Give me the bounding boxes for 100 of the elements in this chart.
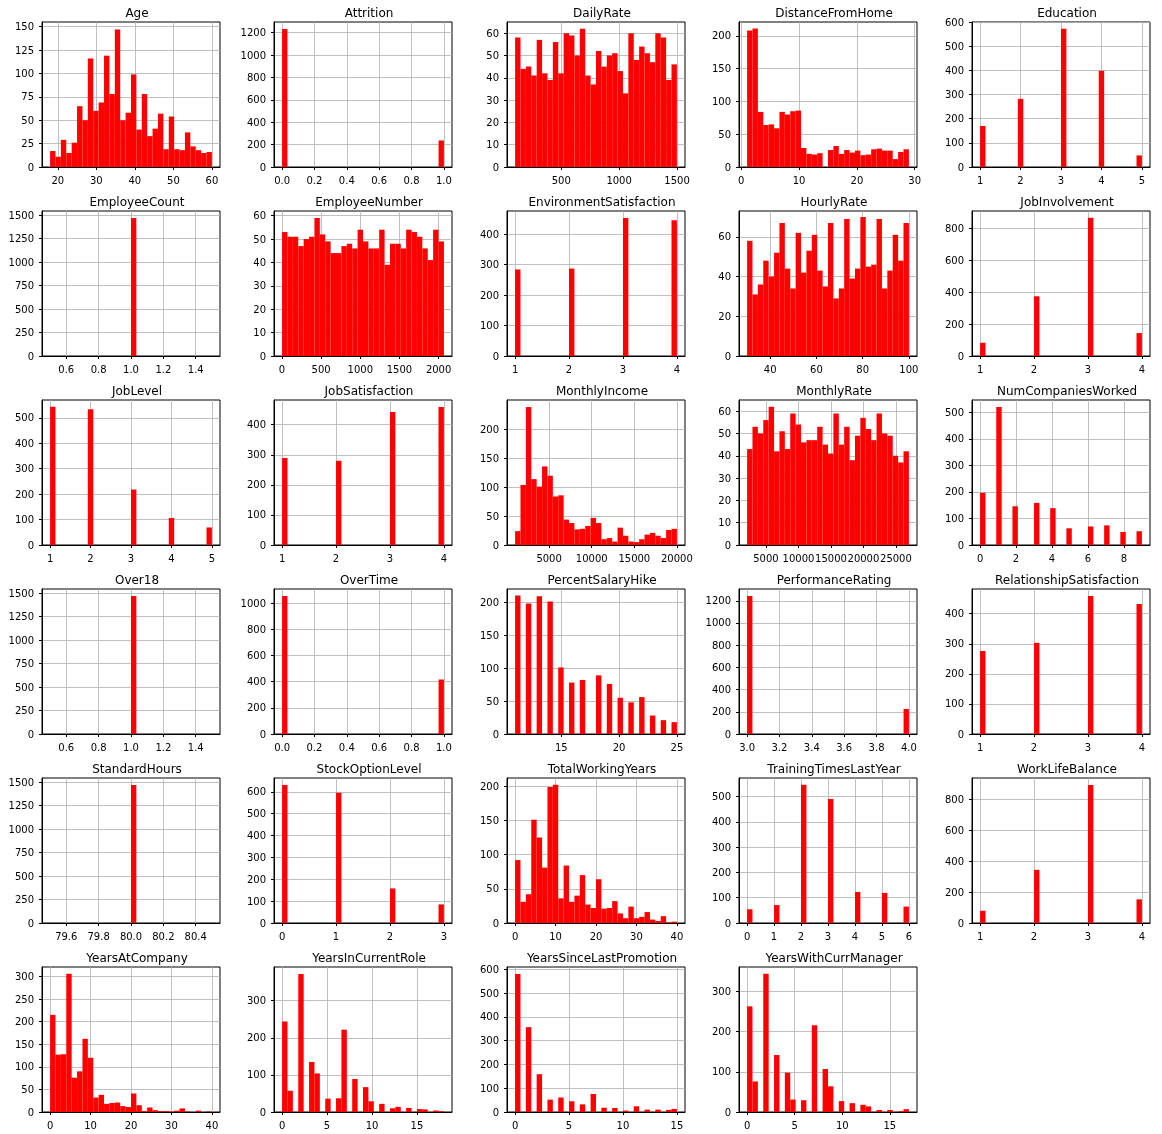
y-tick-label: 300 xyxy=(247,995,267,1007)
y-tick-label: 400 xyxy=(712,684,732,696)
y-tick-label: 100 xyxy=(944,137,964,149)
y-tick-label: 0 xyxy=(957,350,964,362)
x-tick-label: 3.8 xyxy=(868,741,885,753)
y-tick-label: 600 xyxy=(944,255,964,266)
y-tick-label: 0 xyxy=(260,161,267,173)
x-tick-label: 25 xyxy=(670,741,684,753)
y-tick-label: 75 xyxy=(21,91,34,103)
y-tick-label: 500 xyxy=(479,987,499,999)
x-tick-label: 2 xyxy=(1012,552,1019,564)
chart-title: DailyRate xyxy=(572,6,631,20)
chart-title: StockOptionLevel xyxy=(316,762,422,776)
y-tick-label: 0 xyxy=(260,917,267,929)
y-tick-label: 300 xyxy=(479,259,499,271)
y-tick-label: 100 xyxy=(944,698,964,710)
y-tick-label: 150 xyxy=(479,452,499,464)
y-tick-label: 100 xyxy=(14,1061,34,1073)
chart-title: MonthlyIncome xyxy=(555,384,648,398)
y-tick-label: 200 xyxy=(247,479,267,491)
x-tick-label: 0.2 xyxy=(306,741,323,753)
y-tick-label: 200 xyxy=(247,139,267,151)
y-tick-label: 300 xyxy=(14,463,34,475)
y-tick-label: 0 xyxy=(957,539,964,551)
chart-title: YearsAtCompany xyxy=(85,951,188,965)
chart-title: MonthlyRate xyxy=(796,384,872,398)
x-tick-label: 0.0 xyxy=(274,741,291,753)
x-tick-label: 0.8 xyxy=(90,363,107,375)
y-tick-label: 125 xyxy=(14,44,34,56)
x-tick-label: 100 xyxy=(899,363,919,375)
y-tick-label: 200 xyxy=(944,486,964,498)
chart-title: Education xyxy=(1036,6,1097,20)
x-tick-label: 30 xyxy=(908,174,922,186)
y-tick-label: 1000 xyxy=(240,49,267,61)
y-tick-label: 0 xyxy=(724,728,732,740)
y-tick-label: 750 xyxy=(14,280,34,292)
x-tick-label: 50 xyxy=(167,174,180,186)
chart-title: JobInvolvement xyxy=(1018,195,1114,209)
y-tick-label: 10 xyxy=(718,517,732,529)
x-tick-label: 0.4 xyxy=(339,174,356,186)
x-tick-label: 10 xyxy=(616,1119,630,1131)
x-tick-label: 500 xyxy=(551,174,571,186)
y-tick-label: 300 xyxy=(247,851,267,863)
x-tick-label: 15 xyxy=(410,1119,424,1131)
x-tick-label: 15000 xyxy=(815,552,848,564)
y-tick-label: 0 xyxy=(724,161,732,173)
y-tick-label: 1200 xyxy=(240,27,267,39)
x-tick-label: 4 xyxy=(1048,552,1055,564)
x-tick-label: 30 xyxy=(165,1119,178,1131)
x-tick-label: 0 xyxy=(976,552,983,564)
y-tick-label: 750 xyxy=(14,847,34,859)
x-tick-label: 5 xyxy=(208,552,216,564)
x-tick-label: 4 xyxy=(1097,174,1105,186)
x-tick-label: 0 xyxy=(279,1119,286,1131)
y-tick-label: 300 xyxy=(14,970,34,982)
x-tick-label: 80.2 xyxy=(152,930,175,942)
chart-title: JobSatisfaction xyxy=(323,384,414,398)
x-tick-label: 1 xyxy=(279,552,286,564)
y-tick-label: 100 xyxy=(479,320,499,332)
x-tick-label: 0.2 xyxy=(306,174,323,186)
y-tick-label: 600 xyxy=(944,16,964,28)
y-tick-label: 500 xyxy=(247,808,267,820)
y-tick-label: 200 xyxy=(479,1058,499,1070)
y-tick-label: 150 xyxy=(479,814,499,826)
y-tick-label: 0 xyxy=(260,728,267,740)
y-tick-label: 1000 xyxy=(240,597,267,609)
x-tick-label: 2 xyxy=(1030,363,1037,375)
y-tick-label: 500 xyxy=(944,406,964,418)
x-tick-label: 1.0 xyxy=(123,741,139,753)
x-tick-label: 2 xyxy=(565,363,572,375)
y-tick-label: 50 xyxy=(718,128,732,140)
y-tick-label: 200 xyxy=(14,488,34,500)
x-tick-label: 15 xyxy=(670,1119,684,1131)
x-tick-label: 2 xyxy=(1030,930,1037,942)
x-tick-label: 10 xyxy=(84,1119,97,1131)
y-tick-label: 40 xyxy=(718,450,732,462)
x-tick-label: 15 xyxy=(554,741,568,753)
y-tick-label: 50 xyxy=(21,114,34,126)
y-tick-label: 40 xyxy=(253,256,267,268)
y-tick-label: 400 xyxy=(944,433,964,445)
x-tick-label: 1 xyxy=(333,930,340,942)
x-tick-label: 1 xyxy=(976,741,983,753)
y-tick-label: 1500 xyxy=(8,776,34,788)
y-tick-label: 1000 xyxy=(8,256,34,268)
x-tick-label: 40 xyxy=(128,174,142,186)
x-tick-label: 4 xyxy=(168,552,175,564)
y-tick-label: 500 xyxy=(14,870,34,882)
chart-title: Age xyxy=(125,6,149,20)
y-tick-label: 300 xyxy=(944,89,964,100)
x-tick-label: 20 xyxy=(124,1119,138,1131)
y-tick-label: 20 xyxy=(718,310,732,322)
y-tick-label: 50 xyxy=(253,233,267,245)
x-tick-label: 0.4 xyxy=(339,741,356,753)
x-tick-label: 1 xyxy=(46,552,54,564)
x-tick-label: 1.4 xyxy=(187,363,204,375)
x-tick-label: 4 xyxy=(1138,741,1145,753)
y-tick-label: 200 xyxy=(247,873,267,885)
x-tick-label: 1000 xyxy=(347,363,374,375)
y-tick-label: 50 xyxy=(486,510,499,522)
y-tick-label: 400 xyxy=(944,64,964,76)
